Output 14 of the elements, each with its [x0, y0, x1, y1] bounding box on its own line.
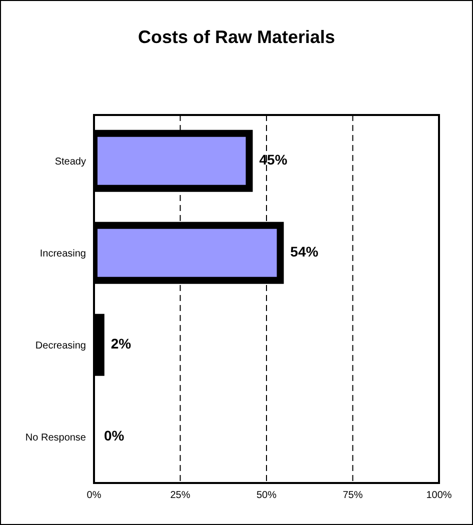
data-label: 54%: [290, 244, 319, 260]
data-label: 2%: [110, 336, 132, 352]
x-tick-label: 25%: [170, 490, 190, 502]
chart-title: Costs of Raw Materials: [136, 27, 336, 48]
x-tick-label: 50%: [256, 490, 277, 502]
y-tick-label: Decreasing: [35, 340, 86, 352]
data-label: 45%: [259, 152, 288, 168]
y-tick-label: Increasing: [40, 248, 86, 260]
x-tick-label: 0%: [86, 490, 102, 502]
data-label: 0%: [104, 428, 125, 444]
y-tick-label: Steady: [54, 156, 86, 168]
x-tick-label: 75%: [342, 490, 363, 502]
x-tick-label: 100%: [426, 490, 452, 502]
y-tick-label: No Response: [25, 432, 86, 444]
